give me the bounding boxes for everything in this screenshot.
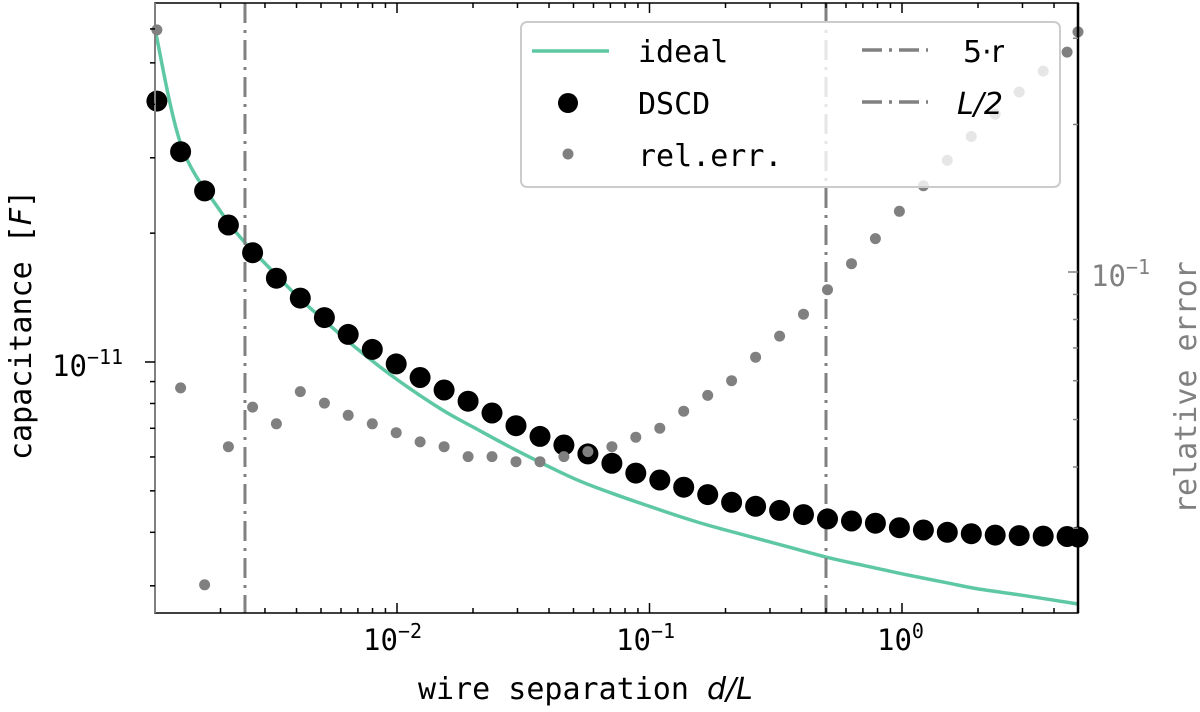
relerr-point (270, 418, 282, 430)
dscd-point (553, 434, 575, 456)
relerr-point (606, 441, 618, 453)
dscd-point (601, 452, 623, 474)
relerr-point (222, 441, 234, 453)
dscd-point (265, 267, 287, 289)
relerr-point (582, 446, 594, 458)
dscd-point (337, 323, 359, 345)
dscd-point (721, 491, 743, 513)
dscd-point (625, 462, 647, 484)
relerr-point (1061, 46, 1073, 58)
y-right-tick-label-1e-1: 10−1 (1091, 255, 1150, 293)
relerr-point (462, 451, 474, 463)
dscd-point (817, 508, 838, 530)
dscd-point (433, 379, 455, 401)
dscd-point (649, 469, 671, 491)
relerr-point (678, 405, 690, 417)
relerr-point (318, 397, 330, 409)
dscd-point (888, 517, 910, 539)
dscd-point (289, 287, 311, 309)
relerr-point (294, 386, 306, 398)
dscd-point (984, 524, 1006, 546)
legend-dscd-label: DSCD (638, 87, 710, 122)
relerr-point (510, 456, 522, 468)
dscd-point (457, 390, 479, 412)
x-axis-ticks (219, 3, 1055, 613)
legend-ideal-label: ideal (638, 35, 728, 70)
relerr-point (750, 351, 762, 363)
dscd-point (481, 402, 503, 424)
x-tick-label-1e-1: 10−1 (616, 619, 675, 657)
dscd-point (912, 519, 934, 541)
dscd-point (194, 180, 216, 202)
relerr-point (151, 24, 163, 36)
dscd-point (936, 521, 958, 543)
dscd-point (242, 242, 264, 264)
relerr-point (774, 330, 786, 342)
dscd-point (505, 415, 527, 437)
legend-dscd-swatch (558, 93, 578, 113)
dscd-point (697, 484, 719, 506)
dscd-markers (146, 90, 1089, 548)
dscd-point (217, 214, 239, 236)
y-right-axis-ticks (1068, 37, 1078, 529)
legend: ideal DSCD rel.err. 5·r L/2 (520, 21, 1061, 188)
relerr-point (654, 422, 666, 434)
relerr-point (534, 456, 546, 468)
relerr-point (893, 205, 905, 217)
relerr-point (558, 451, 570, 463)
dscd-point (1032, 525, 1054, 547)
relerr-point (630, 431, 642, 443)
dscd-point (170, 141, 192, 163)
x-axis-label: wire separation d/L (418, 672, 753, 707)
relerr-point (199, 579, 211, 591)
relerr-point (175, 382, 187, 394)
relerr-point (414, 436, 426, 448)
dscd-point (841, 510, 862, 532)
y-axis-label: capacitance [F] (4, 190, 39, 460)
dscd-point (864, 512, 886, 534)
dscd-point (745, 495, 767, 517)
y-right-axis-label: relative error (1169, 261, 1200, 514)
legend-5r-label: 5·r (963, 35, 1005, 70)
relerr-point (702, 389, 714, 401)
legend-relerr-swatch (562, 148, 574, 160)
relerr-point (342, 409, 354, 421)
y-tick-label-1e-11: 10−11 (52, 345, 123, 383)
relerr-point (366, 418, 378, 430)
x-tick-label-1e-2: 10−2 (363, 619, 422, 657)
relerr-point (798, 308, 809, 320)
legend-box (520, 21, 1061, 188)
relerr-point (390, 427, 402, 439)
legend-l2-label: L/2 (957, 87, 1003, 122)
dscd-point (673, 476, 695, 498)
legend-relerr-label: rel.err. (638, 139, 783, 174)
dscd-point (361, 338, 383, 360)
dscd-point (313, 307, 335, 329)
y-axis-ticks (145, 28, 155, 587)
relerr-point (822, 284, 833, 296)
dscd-point (793, 504, 814, 526)
relerr-point (486, 451, 498, 463)
x-tick-label-1e0: 100 (877, 619, 924, 657)
relerr-point (846, 258, 857, 270)
relerr-point (247, 401, 259, 413)
relerr-point (438, 441, 450, 453)
dscd-point (529, 425, 551, 447)
dscd-point (769, 499, 791, 521)
dscd-point (409, 367, 431, 388)
dscd-point (1008, 525, 1030, 547)
dscd-point (960, 523, 982, 545)
dscd-point (385, 353, 407, 375)
x-tick-labels: 10−2 10−1 100 (363, 619, 924, 657)
dscd-point (146, 90, 168, 112)
relerr-point (869, 233, 881, 245)
relerr-point (726, 375, 738, 387)
